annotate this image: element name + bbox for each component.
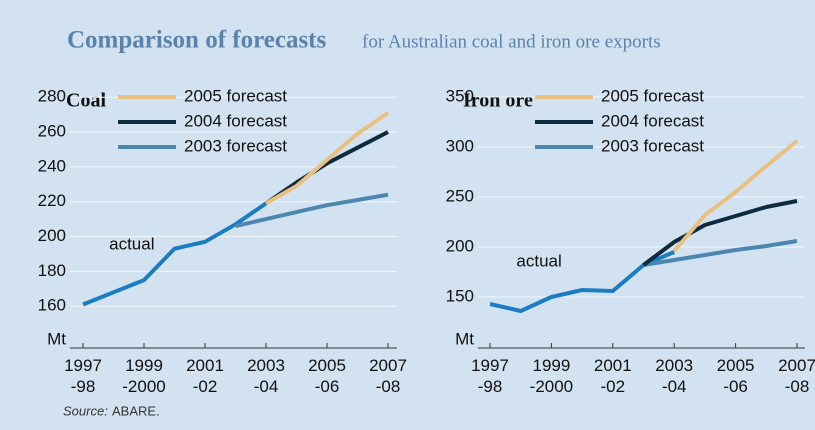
series-inline-label: actual [109, 235, 154, 254]
panel-title: Coal [66, 90, 106, 112]
legend-label: 2003 forecast [184, 136, 287, 155]
x-tick-label: 2003 -04 [247, 356, 285, 396]
x-tick-label: 1997 -98 [471, 356, 509, 396]
x-tick-label: 2007 -08 [369, 356, 407, 396]
x-tick-label: 2001 -02 [186, 356, 224, 396]
y-tick-label: 200 [38, 226, 66, 245]
y-tick-label: 300 [446, 136, 474, 155]
y-tick-label: 240 [38, 156, 66, 175]
series-line [265, 111, 390, 206]
page-title: Comparison of forecasts [67, 27, 326, 54]
series-inline-label: actual [516, 251, 561, 270]
x-tick-label: 2005 -06 [308, 356, 346, 396]
series-line [264, 130, 389, 206]
x-tick-label: 2001 -02 [594, 356, 632, 396]
legend-label: 2005 forecast [184, 86, 287, 105]
x-tick-label: 1997 -98 [64, 356, 102, 396]
y-tick-label: 350 [446, 86, 474, 105]
page-subtitle: for Australian coal and iron ore exports [362, 31, 661, 52]
legend-label: 2004 forecast [601, 111, 704, 130]
source: ABARE. [112, 403, 160, 418]
legend-label: 2003 forecast [601, 136, 704, 155]
y-axis-label: Mt [47, 329, 66, 348]
legend-label: 2005 forecast [601, 86, 704, 105]
legend-label: 2004 forecast [184, 111, 287, 130]
x-tick-label: 2005 -06 [717, 356, 755, 396]
x-tick-label: 2007 -08 [778, 356, 815, 396]
y-tick-label: 160 [38, 296, 66, 315]
y-axis-label: Mt [455, 329, 474, 348]
y-tick-label: 260 [38, 122, 66, 141]
series-line [643, 239, 798, 267]
series-line [642, 199, 798, 267]
x-tick-label: 1999 -2000 [530, 356, 573, 396]
y-tick-label: 150 [446, 286, 474, 305]
series-line [235, 192, 389, 229]
x-tick-label: 2003 -04 [655, 356, 693, 396]
y-tick-label: 200 [446, 236, 474, 255]
source-label: Source: [63, 403, 108, 418]
panel-title: Iron ore [463, 90, 533, 112]
x-tick-label: 1999 -2000 [122, 356, 165, 396]
y-tick-label: 180 [38, 261, 66, 280]
y-tick-label: 250 [446, 186, 474, 205]
y-tick-label: 280 [38, 87, 66, 106]
y-tick-label: 220 [38, 191, 66, 210]
series-line [672, 139, 799, 253]
